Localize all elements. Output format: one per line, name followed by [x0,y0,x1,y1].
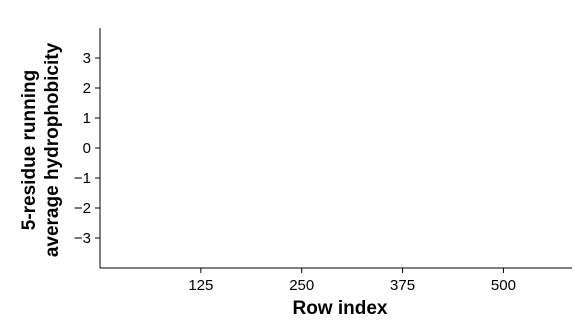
y-tick-label: −3 [74,230,91,247]
y-tick-label: 1 [83,110,91,127]
y-axis-title-line-1: 5-residue running [19,70,40,230]
x-axis-title: Row index [292,298,387,319]
x-tick-label: 125 [188,277,213,294]
x-ticks: 125 250 375 500 [188,268,516,294]
y-tick-label: 2 [83,80,91,97]
y-ticks: −3 −2 −1 0 1 2 3 [74,50,100,247]
y-tick-label: 3 [83,50,91,67]
x-tick-label: 500 [491,277,516,294]
x-tick-label: 375 [390,277,415,294]
x-tick-label: 250 [289,277,314,294]
y-axis-title-line-2: average hydrophobicity [42,42,63,257]
y-tick-label: −2 [74,200,91,217]
y-tick-label: −1 [74,170,91,187]
y-tick-label: 0 [83,140,91,157]
y-axis-title: 5-residue running average hydrophobicity [19,42,63,257]
